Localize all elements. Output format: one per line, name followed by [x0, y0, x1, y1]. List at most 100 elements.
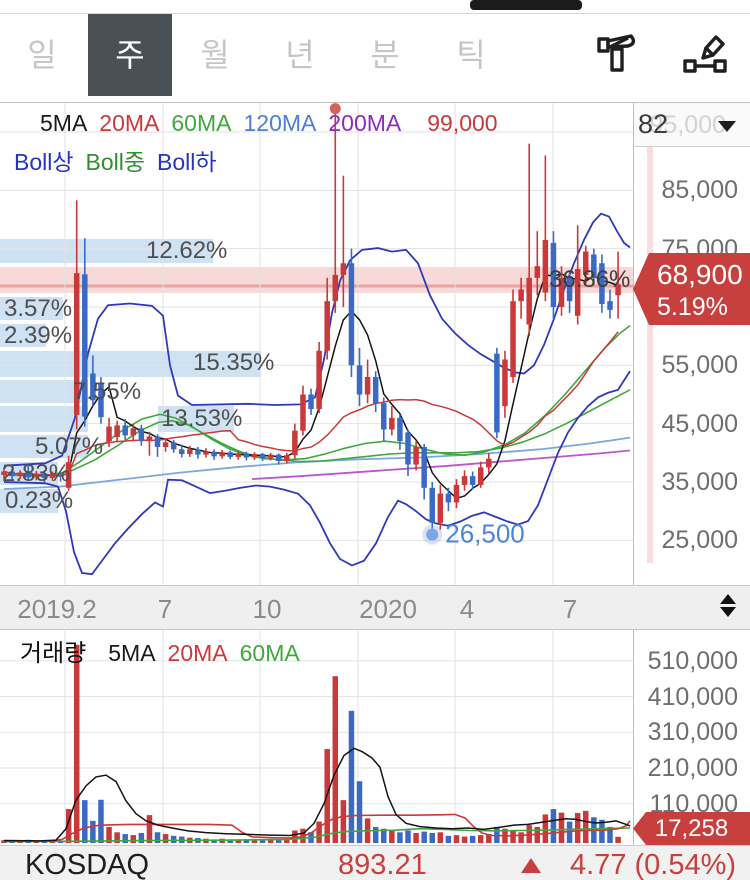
- indicator-tool-icon[interactable]: [597, 31, 643, 77]
- volume-bar: [130, 835, 137, 843]
- high-price-readout: 99,000: [427, 110, 498, 136]
- candle: [203, 451, 209, 455]
- candle: [453, 484, 460, 503]
- volume-profile-band: [0, 239, 213, 263]
- volume-profile-label: 2.39%: [4, 322, 72, 349]
- volume-bar: [170, 835, 177, 843]
- candle: [49, 474, 56, 478]
- volume-profile-band: [0, 351, 261, 377]
- volume-bar: [275, 839, 282, 843]
- candle: [542, 239, 549, 293]
- candle: [90, 373, 96, 401]
- volume-bar: [316, 821, 322, 843]
- candle: [267, 454, 274, 459]
- candle: [187, 449, 193, 454]
- high-price-marker: [329, 103, 341, 115]
- candle: [9, 471, 15, 477]
- volume-bar: [82, 800, 88, 843]
- candle: [170, 442, 177, 450]
- candle: [526, 277, 532, 325]
- candle: [518, 289, 524, 302]
- candle: [316, 350, 322, 410]
- legend-item: 5MA: [40, 110, 88, 136]
- candle: [1, 471, 7, 475]
- tab-week[interactable]: 주: [88, 14, 172, 96]
- candle: [340, 263, 347, 275]
- tab-year[interactable]: 년: [285, 37, 315, 73]
- main-chart[interactable]: 12.62% 3.57%2.39% 15.35% 7.55% 13.53% 5.07%2.…: [0, 103, 633, 585]
- candle: [162, 442, 169, 447]
- volume-bar: [267, 840, 274, 843]
- candle: [146, 436, 153, 442]
- candle: [195, 449, 201, 455]
- index-value: 893.21: [338, 849, 427, 880]
- axis-label: 510,000: [647, 646, 738, 675]
- axis-label: 310,000: [647, 718, 738, 747]
- volume-profile-label: 2.83%: [2, 460, 70, 487]
- candle: [566, 277, 573, 302]
- volume-bar: [114, 832, 120, 843]
- candle: [57, 474, 64, 477]
- candle: [211, 451, 217, 457]
- volume-profile-band: [0, 406, 88, 432]
- candle: [33, 473, 40, 478]
- candle: [469, 476, 476, 485]
- candle: [41, 473, 48, 478]
- up-triangle-icon: [521, 858, 541, 873]
- volume-legend: 거래량 5MA 20MA 60MA: [20, 633, 312, 668]
- tab-tick[interactable]: 틱: [456, 37, 486, 73]
- volume-bar: [284, 838, 290, 843]
- volume-profile-label: 0.23%: [5, 487, 73, 514]
- tab-minute[interactable]: 분: [370, 37, 400, 73]
- drawing-tool-icon[interactable]: [682, 31, 728, 77]
- candle: [235, 453, 242, 457]
- axis-label: 25,000: [661, 526, 738, 555]
- volume-profile-label: 15.35%: [193, 349, 274, 376]
- scale-dropdown[interactable]: 95,000 82: [633, 103, 750, 147]
- candle: [558, 277, 565, 307]
- volume-profile-band: [0, 380, 88, 403]
- volume-bar: [510, 830, 516, 843]
- volume-profile-band: [0, 489, 58, 513]
- tab-month[interactable]: 월: [200, 37, 230, 73]
- volume-chart[interactable]: [0, 630, 633, 845]
- axis-scroll-arrows[interactable]: [720, 594, 736, 617]
- candle: [381, 403, 387, 430]
- time-axis: 2019.2 7 10 2020 4 7: [0, 585, 750, 630]
- volume-bar: [615, 836, 621, 843]
- low-price-label: 26,500: [445, 519, 525, 549]
- volume-bar: [162, 834, 169, 843]
- volume-bar: [607, 826, 613, 843]
- axis-label: 210,000: [647, 754, 738, 782]
- axis-label: 35,000: [661, 467, 738, 496]
- volume-bar: [348, 710, 355, 843]
- volume-bar: [437, 832, 444, 843]
- candle: [429, 487, 435, 523]
- volume-bar: [461, 836, 468, 843]
- time-axis-label: 2019.2: [17, 594, 97, 624]
- candle: [284, 455, 290, 461]
- candle: [405, 432, 411, 465]
- volume-bar: [469, 835, 476, 843]
- candle: [114, 425, 120, 438]
- legend-item: Boll상: [14, 149, 74, 175]
- volume-profile-band: [0, 435, 88, 458]
- candle: [356, 365, 363, 395]
- volume-bar: [227, 839, 233, 843]
- candle: [308, 394, 314, 410]
- volume-bar: [550, 809, 557, 843]
- scale-dropdown-value: 82: [638, 109, 669, 139]
- candle: [17, 472, 23, 477]
- candle: [413, 446, 419, 465]
- candle: [122, 425, 128, 436]
- candle: [243, 453, 250, 458]
- current-price: 68,900: [657, 259, 743, 290]
- volume-bar: [558, 812, 565, 843]
- volume-bar: [235, 839, 242, 843]
- candle: [574, 269, 581, 316]
- volume-profile-label: 5.07%: [35, 433, 103, 460]
- tab-day[interactable]: 일: [27, 37, 57, 73]
- current-column-highlight: [647, 103, 653, 563]
- volume-profile-label: 12.62%: [146, 237, 227, 264]
